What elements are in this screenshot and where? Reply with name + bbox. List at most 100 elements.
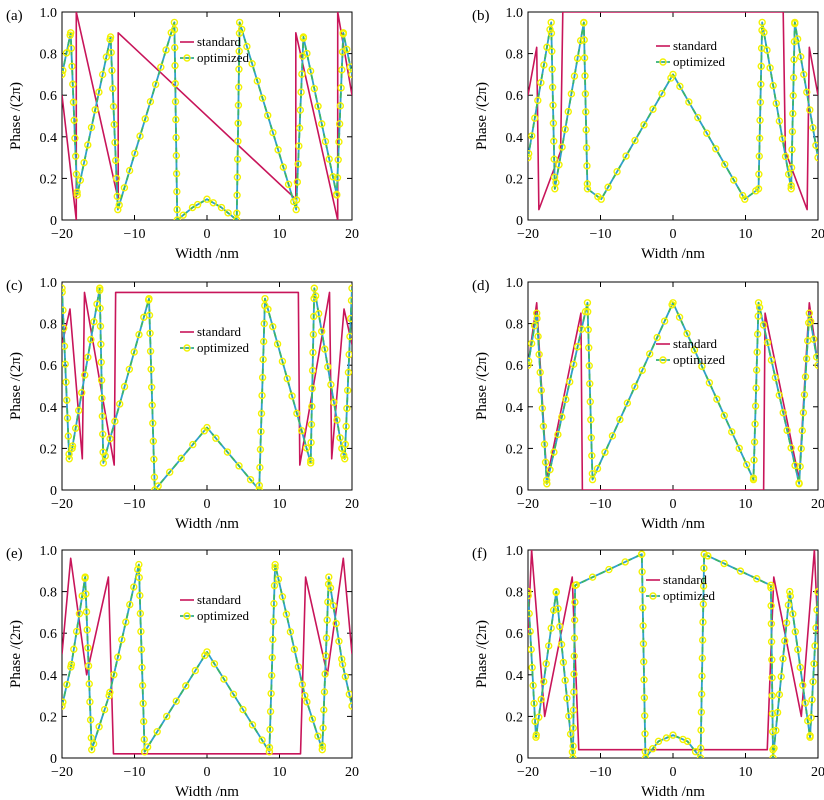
- data-marker: [588, 573, 597, 581]
- data-marker: [330, 398, 338, 407]
- legend-label-standard: standard: [197, 34, 242, 49]
- series-line-standard: [528, 301, 818, 490]
- data-marker: [528, 357, 533, 365]
- x-tick-label: 20: [811, 227, 824, 242]
- data-marker: [548, 47, 556, 55]
- y-tick-label: 0: [516, 484, 523, 499]
- data-marker: [755, 170, 763, 178]
- data-marker: [333, 416, 341, 424]
- data-marker: [70, 645, 78, 653]
- data-marker: [640, 712, 649, 720]
- y-tick-label: 0.6: [40, 359, 58, 374]
- data-marker: [704, 552, 712, 560]
- panel-label: (f): [472, 546, 487, 562]
- data-marker: [239, 705, 247, 714]
- data-marker: [243, 42, 251, 51]
- y-tick-label: 1.0: [506, 6, 524, 21]
- panel-label: (c): [6, 278, 23, 294]
- data-marker: [63, 396, 71, 404]
- data-marker: [691, 747, 700, 756]
- data-marker: [327, 380, 335, 389]
- data-marker: [140, 735, 148, 744]
- data-marker: [334, 156, 342, 164]
- y-axis-label: Phase /(2π): [474, 620, 490, 688]
- data-marker: [135, 330, 143, 339]
- data-marker: [265, 743, 274, 752]
- data-marker: [565, 712, 573, 720]
- data-marker: [582, 126, 590, 134]
- x-tick-label: −10: [590, 497, 612, 512]
- data-point: [339, 29, 347, 37]
- data-marker: [712, 145, 720, 153]
- legend-label-optimized: optimized: [197, 340, 249, 355]
- x-tick-label: −10: [124, 497, 146, 512]
- panel-label: (b): [472, 8, 490, 24]
- data-marker: [87, 734, 95, 742]
- data-marker: [781, 637, 789, 645]
- data-marker: [577, 325, 586, 333]
- data-marker: [528, 591, 532, 600]
- series-line-standard: [528, 550, 818, 751]
- data-marker: [547, 624, 555, 632]
- data-marker: [266, 707, 275, 716]
- data-marker: [347, 296, 352, 305]
- y-tick-label: 0.2: [40, 710, 58, 725]
- x-tick-label: −20: [51, 227, 73, 242]
- data-marker: [341, 672, 350, 681]
- data-marker: [582, 108, 590, 116]
- data-marker: [343, 386, 352, 395]
- series-line-optimized-dash: [528, 553, 818, 758]
- x-tick-label: 0: [670, 227, 677, 242]
- data-marker: [229, 690, 238, 698]
- data-point: [299, 33, 308, 41]
- data-marker: [807, 714, 815, 722]
- x-tick-label: −10: [590, 227, 612, 242]
- data-point: [547, 18, 555, 27]
- data-marker: [569, 706, 578, 714]
- data-marker: [784, 170, 793, 178]
- y-tick-label: 1.0: [506, 276, 524, 291]
- data-marker: [777, 672, 785, 681]
- data-marker: [97, 340, 105, 348]
- data-marker: [542, 660, 550, 668]
- data-marker: [62, 49, 71, 57]
- data-marker: [307, 420, 316, 429]
- data-marker: [791, 628, 800, 636]
- data-marker: [260, 319, 268, 328]
- data-marker: [345, 350, 352, 359]
- data-marker: [779, 655, 787, 663]
- data-marker: [640, 694, 649, 702]
- data-marker: [796, 663, 804, 672]
- x-axis-label: Width /nm: [641, 246, 705, 262]
- data-marker: [137, 627, 145, 636]
- data-marker: [772, 726, 780, 735]
- data-marker: [326, 584, 335, 592]
- data-marker: [322, 652, 330, 660]
- data-marker: [96, 304, 104, 312]
- data-point: [669, 299, 677, 307]
- data-marker: [799, 408, 808, 417]
- data-marker: [266, 725, 274, 734]
- data-point: [805, 309, 813, 317]
- data-point: [95, 284, 104, 292]
- data-marker: [768, 674, 776, 682]
- data-marker: [697, 690, 706, 698]
- data-marker: [812, 141, 818, 150]
- data-marker: [295, 124, 304, 132]
- data-marker: [811, 642, 818, 650]
- data-point: [758, 18, 766, 27]
- data-marker: [658, 89, 666, 98]
- legend-label-optimized: optimized: [197, 608, 249, 623]
- data-marker: [587, 416, 595, 424]
- data-marker: [110, 671, 118, 679]
- data-marker: [549, 606, 558, 614]
- data-marker: [345, 690, 352, 698]
- data-marker: [346, 63, 352, 71]
- data-point: [235, 18, 244, 27]
- data-marker: [528, 132, 536, 140]
- data-marker: [753, 330, 762, 338]
- data-marker: [793, 35, 802, 43]
- data-marker: [75, 609, 84, 618]
